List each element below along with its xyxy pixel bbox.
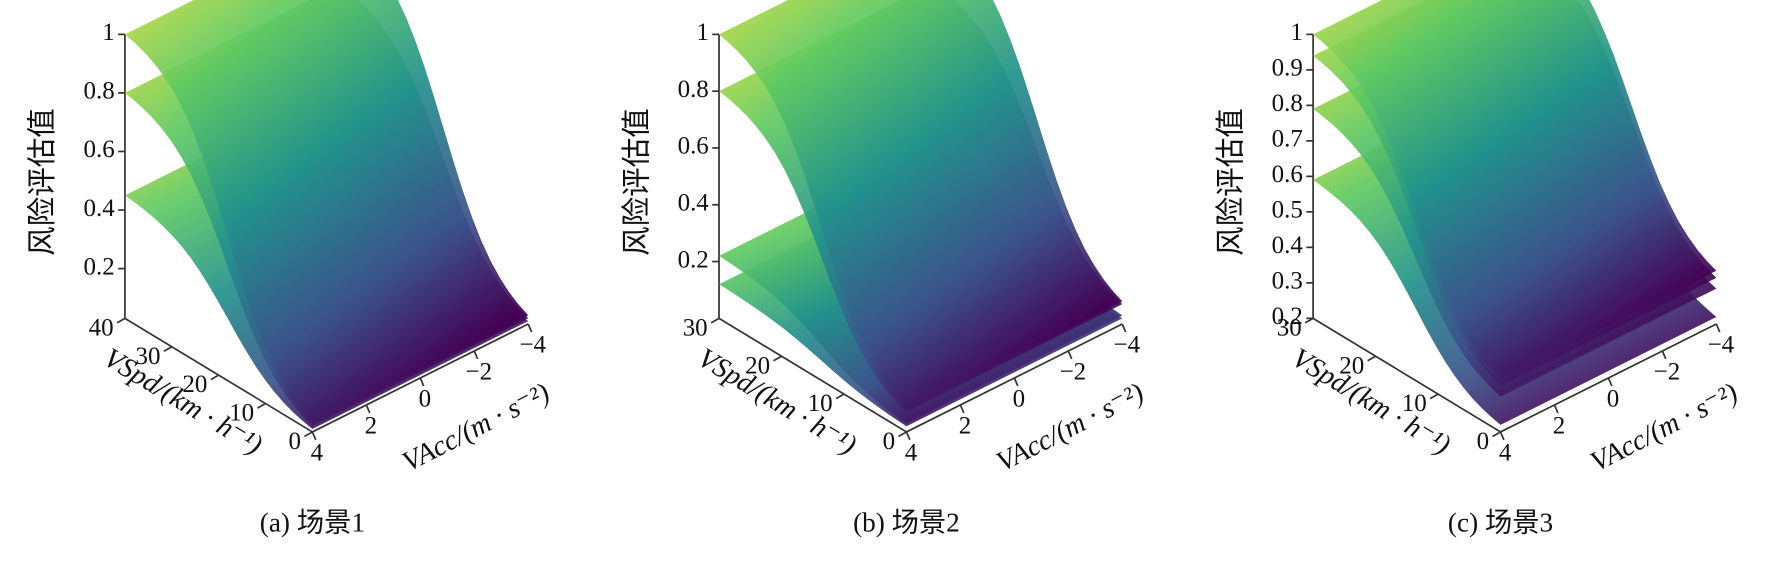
y-tick [210,374,220,381]
z-tick-label: 0.5 [1272,197,1303,224]
z-tick-label: 0.9 [1272,55,1303,82]
caption: (b) 场景2 [853,507,960,537]
x-tick-label: 2 [365,412,377,439]
x-tick [365,404,371,414]
x-tick-label: 0 [1013,385,1025,412]
y-tick-label: 40 [89,314,114,341]
x-tick-label: −2 [1654,358,1681,385]
caption: (a) 场景1 [260,507,365,537]
x-tick [1499,431,1505,441]
y-tick-label: 10 [229,400,254,427]
y-tick [835,393,845,400]
x-tick [527,323,533,333]
y-tick-label: 10 [1402,390,1427,417]
x-tick-label: 0 [419,385,431,412]
x-tick [419,377,425,387]
y-tick [1367,355,1376,362]
y-tick-label: 20 [182,371,207,398]
z-tick-label: 0.2 [84,253,115,280]
z-tick-label: 0.4 [84,195,116,222]
z-axis-label: 风险评估值 [620,108,653,256]
y-tick [257,402,266,409]
z-axis-label: 风险评估值 [26,108,59,256]
y-tick [303,431,313,438]
y-tick [1492,431,1501,438]
x-tick-label: −4 [1114,331,1141,358]
x-tick [1067,350,1073,360]
surface [1313,0,1717,379]
x-tick-label: −4 [519,331,546,358]
z-tick-label: 0.2 [678,246,709,273]
z-tick-label: 0.3 [1272,268,1303,295]
x-tick-label: 4 [311,439,324,466]
x-tick-label: 4 [905,439,918,466]
y-tick [116,317,126,324]
y-tick-label: 20 [745,352,770,379]
x-tick [1013,377,1019,387]
y-tick [163,346,173,353]
x-tick-label: −2 [465,358,492,385]
y-tick-label: 0 [1477,428,1489,455]
x-tick-label: 2 [959,412,971,439]
y-axis [1312,317,1501,433]
surface [124,0,529,424]
x-tick [311,431,317,441]
x-tick [1661,350,1667,360]
z-tick-label: 0.7 [1272,126,1303,153]
x-tick-label: 0 [1607,385,1619,412]
y-axis [718,317,907,433]
y-axis-label: VSpd/(km · h⁻¹) [1286,343,1455,462]
z-tick-label: 0.4 [1272,232,1304,259]
y-tick-label: 30 [135,343,160,370]
x-tick-label: 2 [1553,412,1565,439]
x-tick [1121,323,1127,333]
y-tick [710,317,720,324]
z-tick-label: 0.6 [84,136,115,163]
x-tick [1553,404,1559,414]
y-tick-label: 0 [289,428,301,455]
z-tick-label: 0.6 [678,133,709,160]
x-tick-label: 4 [1499,439,1512,466]
y-tick-label: 20 [1339,352,1364,379]
caption: (c) 场景3 [1448,507,1553,537]
z-tick-label: 0.4 [678,189,710,216]
z-tick-label: 0.6 [1272,161,1303,188]
z-tick-label: 0.8 [1272,90,1303,117]
surface [719,0,1123,410]
z-tick-label: 0.8 [84,78,115,105]
x-tick [959,404,965,414]
x-tick [473,350,479,360]
z-tick-label: 1 [1290,19,1302,46]
z-tick-label: 0.2 [1272,303,1303,330]
x-tick-label: −2 [1060,358,1087,385]
y-tick [1304,317,1314,324]
y-tick [1429,393,1439,400]
z-tick-label: 1 [696,19,708,46]
x-tick [1715,323,1721,333]
z-tick-label: 1 [102,19,114,46]
x-tick-label: −4 [1708,331,1735,358]
x-tick [1607,377,1613,387]
z-tick-label: 0.8 [678,76,709,103]
x-tick [905,431,911,441]
y-tick-label: 30 [1277,314,1302,341]
y-tick [898,431,907,438]
y-tick-label: 10 [808,390,833,417]
y-tick [773,355,782,362]
z-axis-label: 风险评估值 [1214,108,1247,256]
y-tick-label: 0 [883,428,895,455]
y-tick-label: 30 [683,314,708,341]
